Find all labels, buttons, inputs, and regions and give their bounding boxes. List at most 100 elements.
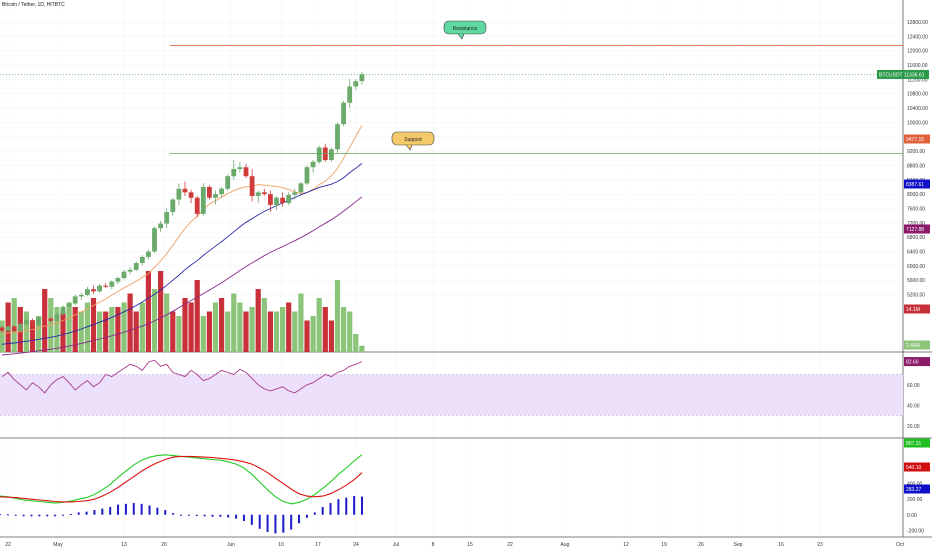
candle [316, 147, 322, 162]
price-tag-bg [904, 340, 930, 350]
time-tick-label: 22 [5, 542, 11, 548]
price-tick-label: 11200.00 [907, 77, 928, 83]
volume-bar [11, 298, 17, 352]
rsi-value-tag: 82.60 [906, 360, 919, 366]
rsi-tick-label: 40.00 [907, 403, 920, 409]
macd-pane [0, 454, 363, 534]
time-tick-label: 17 [315, 542, 321, 548]
candle [207, 186, 212, 198]
grid [0, 0, 932, 538]
price-tag-bg [904, 179, 930, 189]
candle [353, 81, 359, 87]
macd-histogram-bar [211, 514, 214, 517]
candle [225, 176, 231, 189]
time-tick-label: Jun [227, 542, 235, 548]
candle [335, 124, 340, 150]
volume-bar [231, 293, 237, 352]
macd-histogram-bar [164, 510, 167, 515]
macd-tick-label: 0.00 [907, 513, 917, 519]
volume-bar [170, 311, 176, 352]
candle [200, 186, 206, 214]
macd-histogram-bar [250, 514, 253, 525]
time-tick-label: 20 [161, 542, 167, 548]
volume-bar [322, 307, 328, 352]
price-tag-bg [877, 69, 929, 79]
candle [139, 256, 145, 264]
price-tick-label: 12000.00 [907, 49, 928, 55]
price-tag: 14.1M [906, 307, 920, 313]
support-resistance-levels[interactable]: Resistance Support [170, 20, 903, 155]
price-tick-label: 9200.00 [907, 149, 925, 155]
candle [24, 320, 29, 325]
price-tag: 9477.15 [906, 137, 924, 143]
macd-histogram-bar [69, 513, 72, 515]
candle [42, 317, 48, 319]
macd-histogram-bar [235, 514, 238, 519]
volume-bar [139, 302, 145, 352]
candle [97, 285, 102, 292]
candle [158, 223, 163, 229]
price-tick-label: 6400.00 [907, 250, 925, 256]
price-tick-label: 5600.00 [907, 278, 925, 284]
macd-histogram-bar [22, 514, 25, 517]
volume-bar [115, 307, 121, 352]
level-label: Support [404, 137, 422, 143]
volume-bar [243, 311, 249, 352]
volume-bar [66, 302, 72, 352]
price-tag-bg [904, 134, 930, 144]
volume-bar [219, 298, 225, 352]
price-axis[interactable]: 12800.00 12400.00 12000.00 11600.00 11200.00… [0, 20, 930, 534]
time-tick-label: 22 [507, 542, 513, 548]
volume-bar [353, 334, 359, 352]
macd-histogram-bar [227, 514, 230, 518]
volume-bar [316, 298, 322, 352]
candle [66, 303, 72, 307]
price-tick-label: 10400.00 [907, 106, 928, 112]
macd-histogram-bar [203, 514, 206, 517]
candle [152, 228, 157, 252]
macd-histogram-bar [345, 497, 348, 515]
price-tick-label: 11600.00 [907, 63, 928, 69]
rsi-tick-label: 20.00 [907, 424, 920, 430]
volume-bar [72, 307, 78, 352]
macd-histogram-bar [266, 514, 269, 532]
macd-value-tag: 807.31 [906, 441, 922, 447]
volume-bar [121, 302, 127, 352]
macd-histogram-bar [77, 512, 80, 515]
price-tick-label: 7200.00 [907, 221, 925, 227]
volume-bar [29, 320, 36, 352]
candlesticks [0, 72, 365, 333]
volume-bar [310, 316, 316, 352]
macd-histogram-bar [195, 514, 198, 516]
candle [91, 289, 96, 292]
macd-histogram-bar [172, 513, 175, 515]
volume-bar [347, 311, 353, 352]
macd-histogram-bar [124, 503, 127, 515]
macd-histogram-bar [274, 514, 277, 534]
volume-bar [237, 302, 243, 352]
time-tick-label: Aug [561, 542, 570, 548]
price-tag: BTCUSDT 11336.61 [879, 72, 925, 78]
volume-bar [206, 311, 212, 352]
time-tick-label: 13 [121, 542, 127, 548]
volume-bar [97, 311, 103, 352]
candle [237, 167, 243, 170]
time-tick-label: Sep [734, 542, 743, 548]
price-tick-label: 6000.00 [907, 264, 925, 270]
price-tick-label: 12400.00 [907, 34, 928, 40]
candle [274, 197, 279, 205]
macd-histogram-bar [132, 503, 135, 515]
price-tick-label: 8000.00 [907, 192, 925, 198]
macd-histogram-bar [54, 514, 57, 517]
macd-histogram-bar [258, 514, 261, 529]
volume-bar [133, 311, 139, 352]
time-axis[interactable]: 22 May 13 20 Jun 10 17 24 Jul 8 15 22 Aug 12 19 26 Sep 16… [5, 542, 904, 548]
volume-bar [304, 320, 310, 352]
price-tag-bg [904, 224, 930, 234]
candle [219, 188, 224, 195]
rsi-line [1, 359, 363, 394]
price-tick-label: 6800.00 [907, 235, 925, 241]
volume-bar [127, 293, 133, 352]
candle [329, 149, 334, 161]
